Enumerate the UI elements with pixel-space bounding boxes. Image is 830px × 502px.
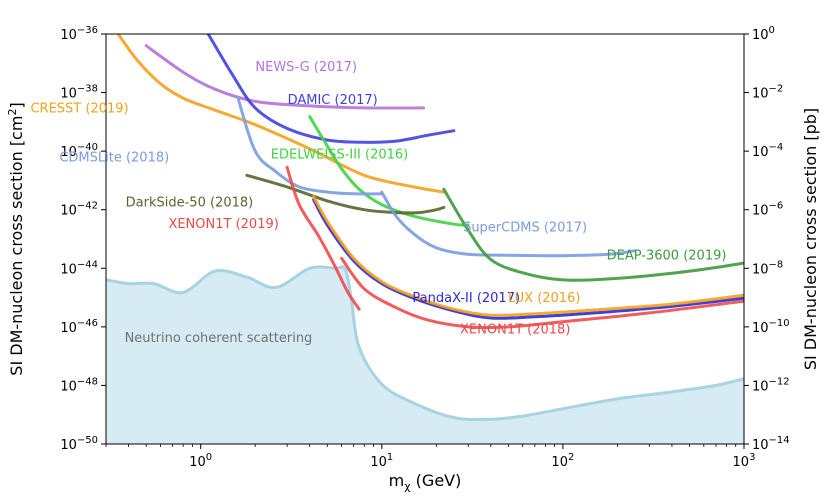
x-tick-label: 103 [733, 452, 756, 470]
series-label-lux-2016: LUX (2016) [508, 291, 580, 306]
series-label-pandax-ii-2017: PandaX-II (2017) [412, 291, 520, 306]
y-right-tick-label: 100 [752, 25, 775, 43]
neutrino-floor-label: Neutrino coherent scattering [125, 331, 313, 346]
series-line-xenon1t-2018 [340, 256, 744, 330]
neutrino-floor-layer [106, 265, 744, 444]
series-line-cresst-2019 [116, 34, 446, 194]
x-axis-title: mχ (GeV) [389, 471, 462, 493]
series-layer [116, 34, 744, 330]
y-left-tick-label: 10−44 [60, 259, 98, 277]
neutrino-floor-area [106, 266, 744, 444]
series-label-edelweiss-iii-2016: EDELWEISS-III (2016) [271, 148, 408, 163]
y-left-tick-label: 10−48 [60, 376, 98, 394]
series-line-edelweiss-iii-2016 [308, 115, 470, 227]
x-tick-label: 102 [551, 452, 574, 470]
series-label-damic-2017: DAMIC (2017) [288, 93, 378, 108]
y-right-tick-label: 10−6 [752, 201, 783, 219]
y-right-tick-label: 10−2 [752, 84, 783, 102]
plot-frame [105, 33, 745, 445]
series-labels: Neutrino coherent scattering NEWS-G (2017… [30, 60, 726, 346]
y-left-tick-label: 10−42 [60, 201, 98, 219]
series-line-damic-2017 [206, 34, 456, 144]
series-line-lux-2016 [312, 195, 744, 317]
y-axis-title-right: SI DM-nucleon cross section [pb] [801, 108, 820, 370]
chart-plot-area [105, 33, 745, 445]
y-right-tick-label: 10−8 [752, 259, 783, 277]
x-tick-label: 101 [370, 452, 393, 470]
y-axis-title-left: SI DM-nucleon cross section [cm2] [6, 102, 26, 375]
series-line-xenon1t-2019 [285, 165, 361, 311]
series-label-cdmslite-2018: CDMSLite (2018) [59, 150, 169, 165]
series-line-pandax-ii-2017 [312, 198, 744, 320]
series-label-xenon1t-2018: XENON1T (2018) [460, 322, 570, 337]
series-label-supercdms-2017: SuperCDMS (2017) [463, 221, 587, 236]
series-label-cresst-2019: CRESST (2019) [30, 101, 128, 116]
y-left-tick-label: 10−50 [60, 435, 98, 453]
series-line-supercdms-2017 [380, 190, 637, 258]
y-right-tick-label: 10−12 [752, 376, 790, 394]
series-label-xenon1t-2019: XENON1T (2019) [168, 217, 278, 232]
series-line-deap-3600-2019 [442, 187, 744, 282]
y-right-tick-label: 10−14 [752, 435, 790, 453]
series-label-darkside-50-2018: DarkSide-50 (2018) [126, 195, 254, 210]
series-label-news-g-2017: NEWS-G (2017) [255, 60, 357, 75]
series-line-darkside-50-2018 [245, 173, 446, 215]
series-line-news-g-2017 [144, 44, 425, 110]
series-label-deap-3600-2019: DEAP-3600 (2019) [607, 248, 727, 263]
y-right-tick-label: 10−4 [752, 142, 783, 160]
x-tick-label: 100 [189, 452, 212, 470]
y-left-tick-label: 10−40 [60, 142, 98, 160]
series-line-cdmslite-2018 [236, 95, 384, 196]
y-left-tick-label: 10−46 [60, 318, 98, 336]
neutrino-floor-boundary [106, 265, 744, 422]
y-right-tick-label: 10−10 [752, 318, 790, 336]
axis-ticks: 100 101 102 103 10−50 10−48 10−46 10−44 10−42 10−… [60, 25, 789, 470]
y-left-tick-label: 10−38 [60, 84, 98, 102]
y-left-tick-label: 10−36 [60, 25, 98, 43]
